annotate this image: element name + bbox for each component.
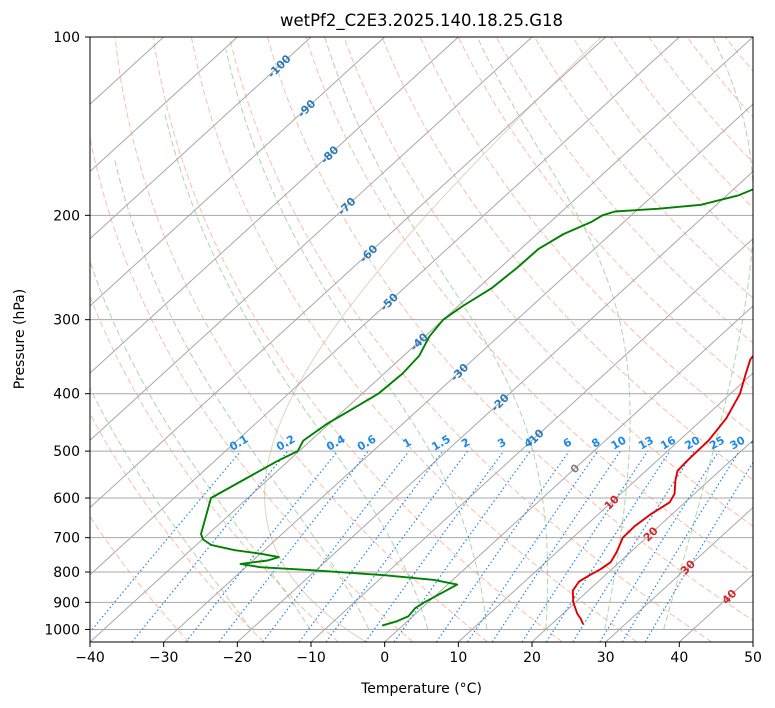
moist-adiabat-line: [113, 157, 370, 630]
mixing-ratio-line: [185, 450, 339, 642]
moist-adiabat-line: [90, 259, 311, 630]
dry-adiabat-line: [152, 37, 563, 642]
dry-adiabat-line: [343, 37, 753, 527]
y-tick-label: 900: [53, 595, 80, 611]
moist-adiabat-line: [90, 387, 252, 630]
x-tick-label: 0: [380, 650, 389, 666]
x-axis-label: Temperature (°C): [360, 681, 482, 697]
y-tick-label: 400: [53, 387, 80, 403]
x-tick-label: 30: [597, 650, 615, 666]
isotherm-line: [310, 237, 753, 642]
mixing-ratio-line: [131, 450, 289, 642]
mixing-ratio-line: [621, 450, 740, 642]
isotherm-line: [384, 305, 753, 642]
x-tick-label: −10: [296, 650, 326, 666]
x-tick-label: 10: [449, 650, 467, 666]
profile-layer: [200, 188, 753, 627]
isotherm-line: [90, 37, 312, 240]
isotherm-line: [163, 103, 753, 642]
mixing-ratio-line: [435, 450, 570, 642]
y-axis-label: Pressure (hPa): [12, 289, 28, 389]
isotherm-line: [90, 37, 238, 173]
mixing-ratio-line: [364, 450, 505, 642]
isotherm-line: [236, 170, 753, 642]
mixing-ratio-line: [325, 450, 468, 642]
dry-adiabat-line: [229, 37, 712, 642]
x-tick-label: 40: [670, 650, 688, 666]
isotherm-line: [90, 37, 459, 374]
moist-adiabat-line: [476, 37, 631, 630]
y-tick-label: 700: [53, 531, 80, 547]
isotherm-line: [90, 37, 607, 509]
dry-adiabat-line: [457, 37, 753, 389]
dry-adiabat-line: [305, 37, 753, 574]
y-tick-label: 1000: [44, 622, 80, 638]
dry-adiabat-line: [763, 37, 775, 642]
dry-adiabat-line: [114, 37, 488, 642]
x-tick-label: −30: [149, 650, 179, 666]
y-tick-label: 600: [53, 491, 80, 507]
moist-adiabat-line: [164, 114, 429, 630]
mixing-ratio-line: [90, 450, 242, 633]
isotherm-line: [605, 506, 753, 642]
x-tick-label: −40: [75, 650, 105, 666]
y-tick-label: 500: [53, 444, 80, 460]
dry-adiabat-line: [90, 515, 190, 642]
grid-layer: [90, 37, 775, 642]
mixing-ratio-line: [262, 450, 410, 642]
temperature-profile: [571, 354, 753, 625]
tick-layer: −40 −30 −20 −10 0 10 20 30 40 50 100 200 300 400 500 60…: [44, 30, 762, 666]
y-tick-label: 200: [53, 208, 80, 224]
x-tick-label: 20: [523, 650, 541, 666]
moist-adiabat-line: [225, 49, 488, 630]
mixing-ratio-line: [393, 450, 531, 642]
dry-adiabat-line: [90, 295, 339, 642]
mixing-ratio-line: [298, 450, 444, 642]
mixing-ratio-line: [467, 450, 599, 642]
y-tick-label: 100: [53, 30, 80, 46]
x-tick-label: −20: [223, 650, 253, 666]
mixing-ratio-line: [572, 450, 695, 642]
isotherm-line: [752, 641, 753, 642]
mixing-ratio-line: [545, 450, 671, 642]
isotherm-line: [531, 439, 753, 642]
y-tick-label: 800: [53, 565, 80, 581]
x-tick-label: 50: [744, 650, 762, 666]
dewpoint-profile: [200, 188, 753, 627]
isotherm-line: [90, 37, 533, 442]
isotherm-line: [90, 37, 386, 307]
dry-adiabat-line: [267, 37, 753, 622]
mixing-ratio-label: 36: [748, 433, 768, 452]
y-tick-label: 300: [53, 313, 80, 329]
isotherm-line: [457, 372, 753, 642]
tan-reference-line: [264, 37, 602, 642]
mixing-ratio-line: [521, 450, 649, 642]
isotherm-line: [90, 37, 753, 642]
plot-frame: [89, 36, 754, 643]
mixing-ratio-line: [491, 450, 621, 642]
dry-adiabat-line: [495, 37, 753, 344]
dry-adiabat-line: [90, 412, 264, 642]
isotherm-line: [90, 37, 680, 576]
chart-title: wetPf2_C2E3.2025.140.18.25.G18: [280, 11, 563, 31]
moist-adiabat-line: [324, 37, 549, 630]
